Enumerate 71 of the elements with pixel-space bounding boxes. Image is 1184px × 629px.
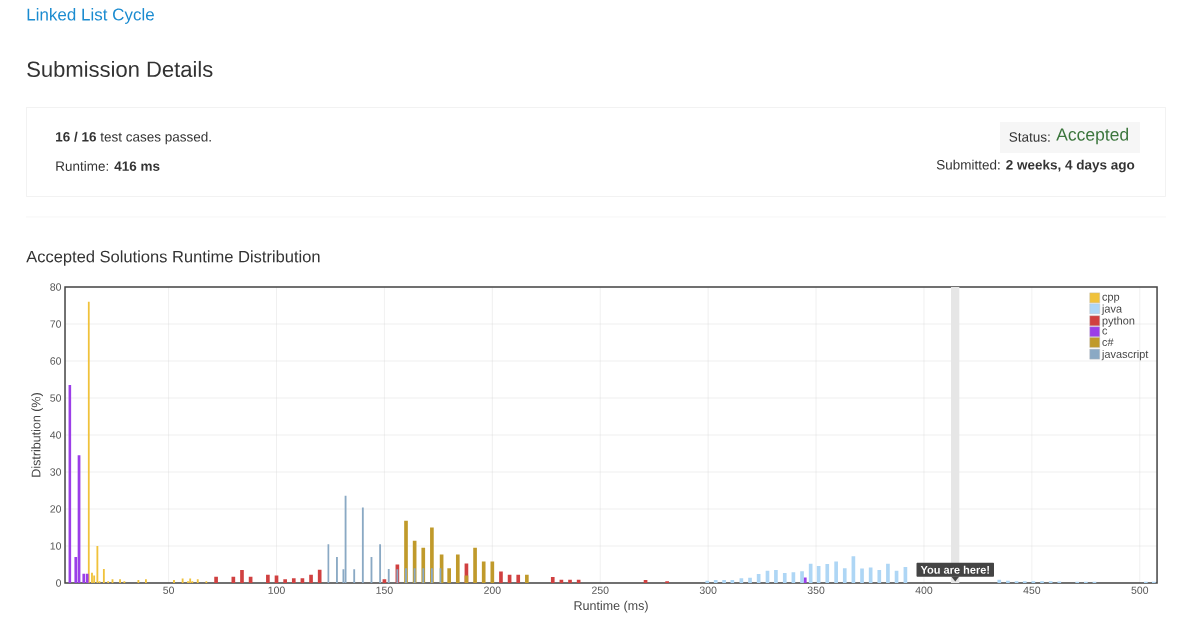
y-tick-label: 50 — [50, 394, 62, 402]
legend-label: javascript — [1101, 349, 1149, 361]
bar — [447, 568, 451, 583]
bar — [481, 561, 486, 583]
legend-label: java — [1101, 304, 1123, 315]
bar — [713, 580, 718, 583]
bar — [748, 577, 752, 583]
bar — [82, 573, 86, 583]
legend-label: c — [1102, 328, 1108, 335]
bar — [800, 571, 804, 583]
text: 16 / 16 test cases passed. — [56, 131, 211, 145]
bar — [825, 564, 830, 583]
bar — [568, 579, 572, 583]
legend-label: c# — [1102, 338, 1114, 347]
bar — [550, 577, 555, 583]
y-tick-label: 40 — [50, 431, 62, 439]
bar — [842, 568, 847, 583]
y-tick-label: 60 — [50, 357, 62, 365]
bar — [834, 561, 838, 583]
y-tick-label: 80 — [50, 283, 62, 291]
text: Submission Details — [27, 60, 213, 78]
text: Runtime: 416 ms — [56, 161, 160, 171]
bar — [455, 554, 460, 583]
x-tick-label: 300 — [699, 586, 717, 594]
y-tick-label: 70 — [50, 320, 62, 328]
bar — [85, 573, 89, 583]
x-tick-label: 500 — [1131, 586, 1149, 594]
bar — [291, 578, 296, 583]
legend-label: python — [1102, 316, 1135, 327]
y-tick-label: 10 — [50, 542, 62, 550]
bar — [240, 570, 244, 583]
chart-title: Accepted Solutions Runtime Distribution — [26, 250, 320, 266]
bar — [516, 574, 521, 583]
bar — [782, 573, 787, 583]
bar — [705, 580, 710, 583]
text: Status: — [1009, 132, 1050, 142]
x-tick-label: 150 — [376, 586, 393, 594]
bar — [266, 574, 270, 583]
x-tick-label: 200 — [484, 586, 501, 594]
bar — [997, 579, 1002, 583]
bar — [499, 571, 503, 583]
bar — [490, 561, 495, 583]
y-tick-label: 30 — [50, 468, 62, 476]
x-tick-label: 400 — [915, 586, 933, 594]
y-axis-title: Distribution (%) — [31, 393, 43, 477]
band-label: You are here! — [920, 565, 989, 574]
bar — [860, 568, 864, 583]
x-axis-title: Runtime (ms) — [574, 600, 648, 613]
bar — [877, 570, 882, 583]
x-tick-label: 350 — [807, 586, 825, 594]
bar — [774, 570, 778, 583]
text: Linked List Cycle — [27, 8, 154, 24]
y-tick-label: 20 — [50, 505, 62, 513]
x-tick-label: 50 — [163, 586, 175, 594]
x-tick-label: 450 — [1023, 586, 1041, 594]
bar — [309, 574, 313, 583]
bar — [317, 569, 322, 583]
bar — [214, 576, 218, 583]
text: Submitted: 2 weeks, 4 days ago — [936, 159, 1135, 173]
bar — [283, 579, 287, 583]
bar — [730, 580, 735, 583]
legend-label: cpp — [1102, 294, 1120, 303]
text: Accepted — [1056, 127, 1129, 145]
bar — [803, 577, 807, 583]
x-tick-label: 250 — [592, 586, 609, 594]
bar — [722, 580, 726, 583]
bar — [473, 547, 477, 583]
y-tick-label: 0 — [56, 579, 62, 587]
bar — [886, 563, 890, 583]
x-tick-label: 100 — [268, 586, 285, 594]
bar — [1006, 580, 1010, 583]
